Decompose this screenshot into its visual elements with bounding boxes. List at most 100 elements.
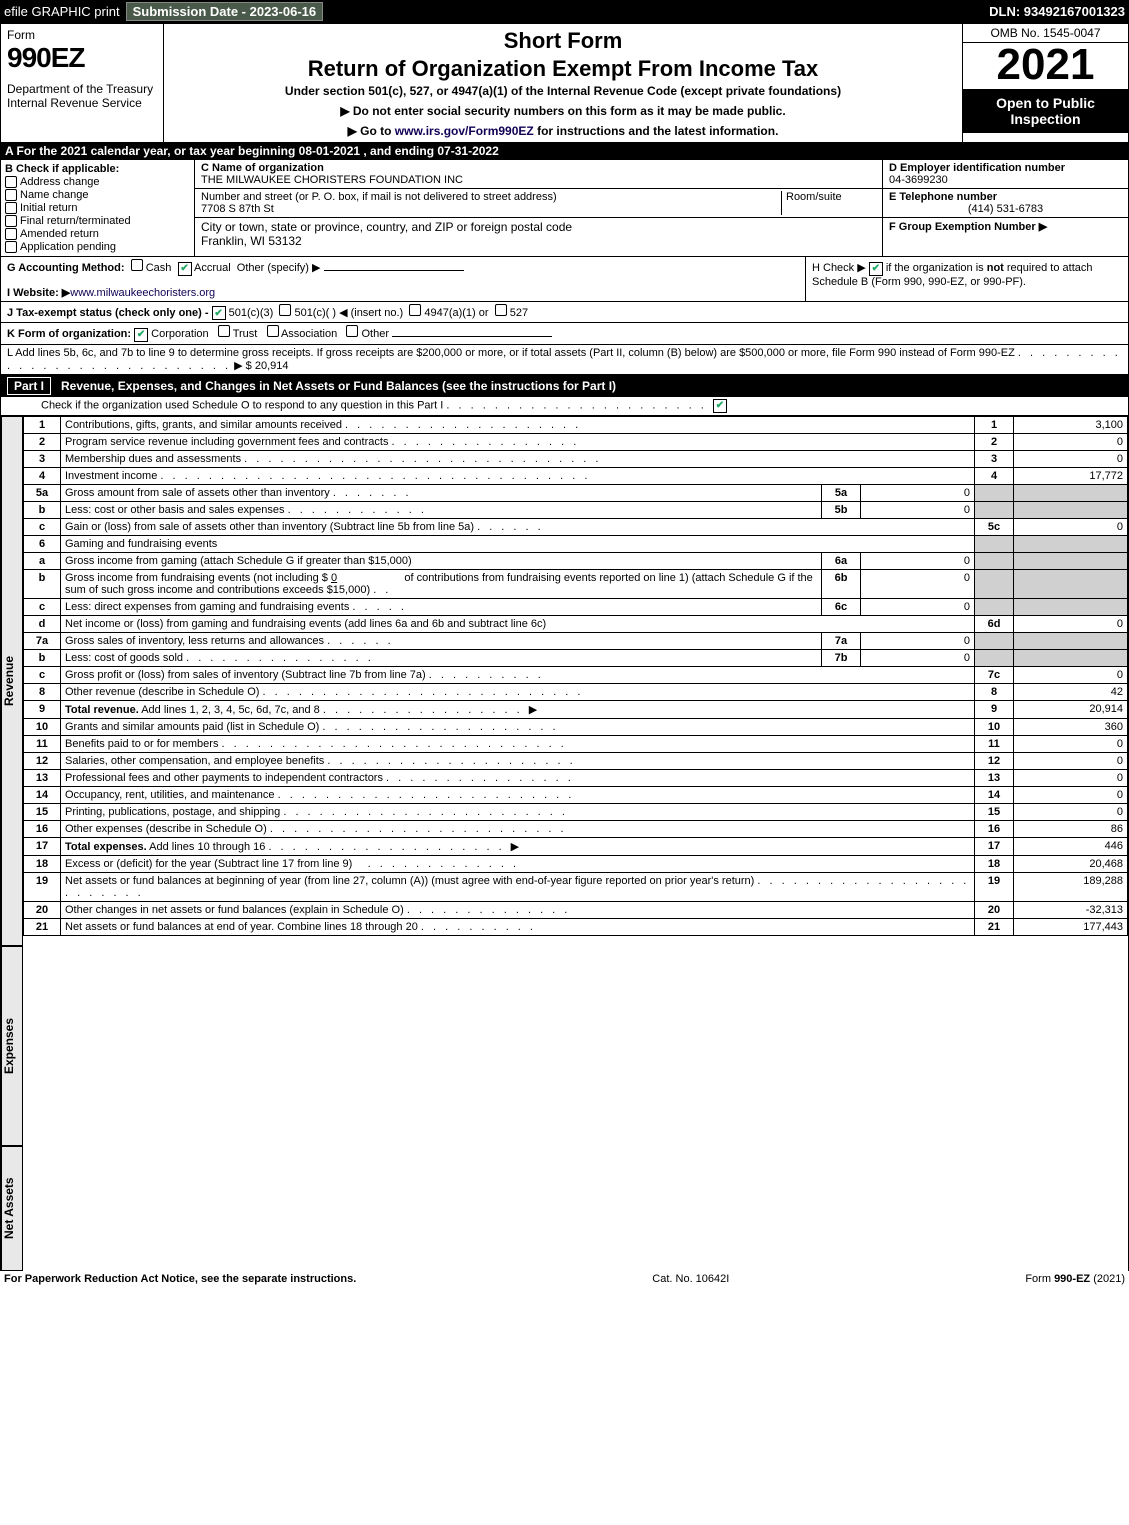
cb-527[interactable] [495, 304, 507, 316]
cb-h[interactable]: ✔ [869, 262, 883, 276]
opt-amended: Amended return [20, 228, 99, 240]
part-1-check-text: Check if the organization used Schedule … [41, 399, 443, 411]
h-if: if the organization is [883, 262, 987, 274]
website-link[interactable]: www.milwaukeechoristers.org [70, 287, 215, 299]
table-row: 19Net assets or fund balances at beginni… [24, 872, 1128, 901]
city-label: City or town, state or province, country… [201, 220, 876, 234]
cb-501c[interactable] [279, 304, 291, 316]
d-ein-label: D Employer identification number [889, 162, 1122, 174]
table-row: 9Total revenue. Add lines 1, 2, 3, 4, 5c… [24, 700, 1128, 718]
opt-501c: 501(c)( ) ◀ (insert no.) [294, 307, 403, 319]
cb-accrual[interactable]: ✔ [178, 262, 192, 276]
form-header: Form 990EZ Department of the Treasury In… [0, 23, 1129, 143]
ein-value: 04-3699230 [889, 174, 1122, 186]
i-label: I Website: ▶ [7, 287, 70, 299]
footer-left: For Paperwork Reduction Act Notice, see … [4, 1273, 356, 1285]
lines-table: 1Contributions, gifts, grants, and simil… [23, 416, 1128, 936]
table-row: dNet income or (loss) from gaming and fu… [24, 615, 1128, 632]
other-input[interactable] [324, 270, 464, 271]
k-label: K Form of organization: [7, 328, 134, 340]
table-row: 12Salaries, other compensation, and empl… [24, 752, 1128, 769]
irs-link[interactable]: www.irs.gov/Form990EZ [395, 124, 534, 138]
table-row: 1Contributions, gifts, grants, and simil… [24, 416, 1128, 433]
room-label: Room/suite [781, 191, 876, 215]
opt-assoc: Association [281, 328, 337, 340]
phone-value: (414) 531-6783 [889, 203, 1122, 215]
opt-501c3: 501(c)(3) [229, 307, 274, 319]
part-1-title: Revenue, Expenses, and Changes in Net As… [61, 379, 616, 393]
cb-amended[interactable] [5, 228, 17, 240]
cb-assoc[interactable] [267, 325, 279, 337]
table-row: cGross profit or (loss) from sales of in… [24, 666, 1128, 683]
main-title: Return of Organization Exempt From Incom… [168, 56, 958, 82]
section-gh: G Accounting Method: Cash ✔ Accrual Othe… [0, 257, 1129, 302]
part-1-tag: Part I [7, 377, 51, 395]
table-row: 8Other revenue (describe in Schedule O) … [24, 683, 1128, 700]
opt-pending: Application pending [20, 241, 116, 253]
cb-501c3[interactable]: ✔ [212, 306, 226, 320]
goto-post: for instructions and the latest informat… [534, 124, 779, 138]
goto-pre: ▶ Go to [348, 124, 395, 138]
cb-cash[interactable] [131, 259, 143, 271]
submission-date: Submission Date - 2023-06-16 [126, 2, 324, 21]
c-name-label: C Name of organization [201, 162, 876, 174]
cb-trust[interactable] [218, 325, 230, 337]
cb-initial[interactable] [5, 202, 17, 214]
opt-address: Address change [20, 176, 100, 188]
table-row: 3Membership dues and assessments . . . .… [24, 450, 1128, 467]
table-row: 18Excess or (deficit) for the year (Subt… [24, 855, 1128, 872]
cb-corp[interactable]: ✔ [134, 328, 148, 342]
section-a: A For the 2021 calendar year, or tax yea… [0, 143, 1129, 160]
efile-header: efile GRAPHIC print Submission Date - 20… [0, 0, 1129, 23]
table-row: bGross income from fundraising events (n… [24, 569, 1128, 598]
cb-part1[interactable]: ✔ [713, 399, 727, 413]
street-value: 7708 S 87th St [201, 203, 781, 215]
l-text: L Add lines 5b, 6c, and 7b to line 9 to … [7, 347, 1015, 359]
cb-4947[interactable] [409, 304, 421, 316]
irs-label: Internal Revenue Service [7, 96, 157, 110]
cb-pending[interactable] [5, 241, 17, 253]
h-not: not [987, 262, 1004, 274]
goto-line: ▶ Go to www.irs.gov/Form990EZ for instru… [168, 124, 958, 138]
other-org-input[interactable] [392, 336, 552, 337]
efile-label: efile GRAPHIC print [4, 4, 120, 19]
e-phone-label: E Telephone number [889, 191, 1122, 203]
tax-year: 2021 [963, 43, 1128, 87]
opt-cash: Cash [146, 262, 172, 274]
table-row: bLess: cost of goods sold . . . . . . . … [24, 649, 1128, 666]
section-bcdef: B Check if applicable: Address change Na… [0, 160, 1129, 257]
subtitle: Under section 501(c), 527, or 4947(a)(1)… [168, 84, 958, 98]
cb-other-org[interactable] [346, 325, 358, 337]
opt-initial: Initial return [20, 202, 77, 214]
opt-527: 527 [510, 307, 528, 319]
table-row: 10Grants and similar amounts paid (list … [24, 718, 1128, 735]
table-row: 6Gaming and fundraising events [24, 535, 1128, 552]
table-row: 16Other expenses (describe in Schedule O… [24, 820, 1128, 837]
cb-name[interactable] [5, 189, 17, 201]
revenue-label: Revenue [1, 416, 23, 946]
footer-mid: Cat. No. 10642I [652, 1273, 729, 1285]
table-row: 14Occupancy, rent, utilities, and mainte… [24, 786, 1128, 803]
section-j: J Tax-exempt status (check only one) - ✔… [0, 302, 1129, 324]
table-row: 2Program service revenue including gover… [24, 433, 1128, 450]
form-number: 990EZ [7, 42, 157, 74]
l-arrow: ▶ $ [234, 360, 252, 372]
table-row: cLess: direct expenses from gaming and f… [24, 598, 1128, 615]
netassets-label: Net Assets [1, 1146, 23, 1271]
g-label: G Accounting Method: [7, 262, 125, 274]
b-header: B Check if applicable: [5, 163, 190, 175]
org-name: THE MILWAUKEE CHORISTERS FOUNDATION INC [201, 174, 876, 186]
table-row: 15Printing, publications, postage, and s… [24, 803, 1128, 820]
table-row: cGain or (loss) from sale of assets othe… [24, 518, 1128, 535]
open-public: Open to Public Inspection [963, 89, 1128, 133]
section-l: L Add lines 5b, 6c, and 7b to line 9 to … [0, 345, 1129, 375]
table-row: 11Benefits paid to or for members . . . … [24, 735, 1128, 752]
street-label: Number and street (or P. O. box, if mail… [201, 191, 781, 203]
cb-address[interactable] [5, 176, 17, 188]
opt-other-org: Other [361, 328, 389, 340]
part-1-table: Revenue Expenses Net Assets 1Contributio… [0, 416, 1129, 1271]
table-row: bLess: cost or other basis and sales exp… [24, 501, 1128, 518]
table-row: 13Professional fees and other payments t… [24, 769, 1128, 786]
cb-final[interactable] [5, 215, 17, 227]
part-1: Part I Revenue, Expenses, and Changes in… [0, 375, 1129, 416]
